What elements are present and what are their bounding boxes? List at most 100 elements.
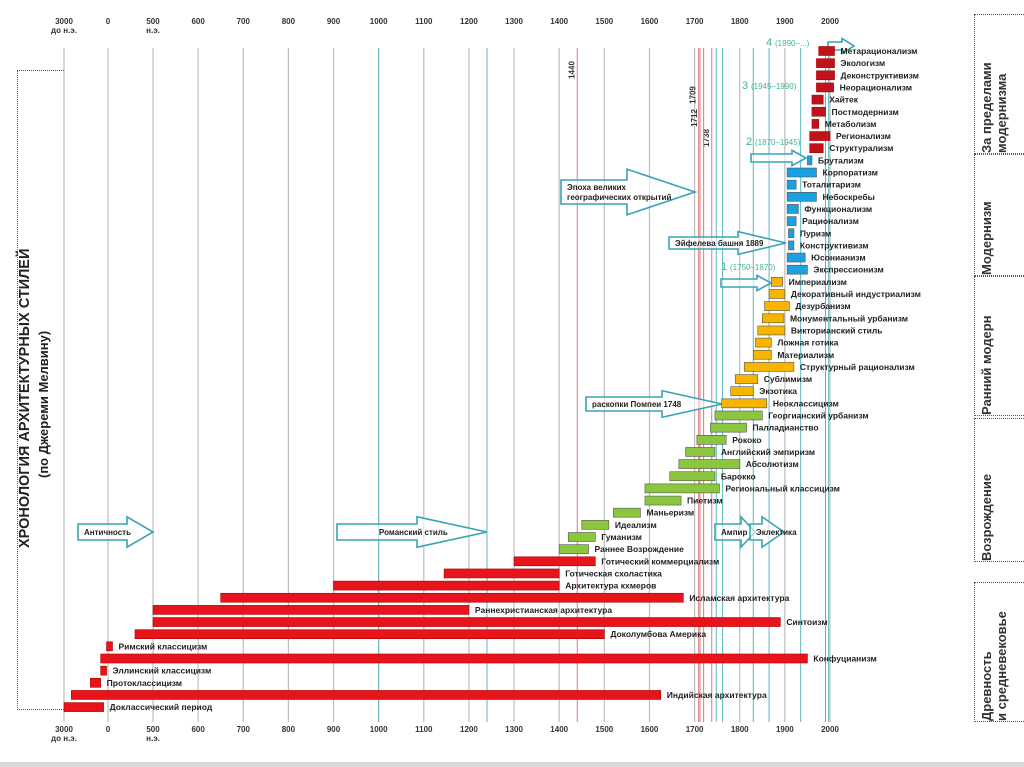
style-label: Декоративный индустриализм (791, 289, 921, 299)
x-tick-label: 1000 (370, 17, 388, 26)
style-label: Пуризм (800, 228, 831, 238)
style-bar (786, 252, 806, 263)
period-beyond-modernism: За пределами модернизма (974, 14, 1024, 154)
x-tick-label: 600 (191, 725, 205, 734)
x-tick-label: 800 (282, 17, 296, 26)
style-label: Регионализм (836, 131, 891, 141)
style-label: Эллинский классицизм (113, 666, 212, 676)
grid-lines (63, 48, 831, 722)
style-bar (788, 228, 795, 239)
style-label: Ложная готика (777, 338, 838, 348)
style-label: Метаболизм (825, 119, 877, 129)
style-bar (809, 131, 831, 141)
style-label: Палладианство (753, 423, 819, 433)
style-label: Исламская архитектура (689, 593, 789, 603)
style-label: Постмодернизм (831, 107, 898, 117)
x-tick-label: 1700 (686, 17, 704, 26)
style-label: Римский классицизм (119, 641, 208, 651)
style-bar (63, 702, 104, 712)
style-bar (613, 507, 641, 518)
annotation-arrow (585, 389, 723, 419)
style-bar (816, 82, 834, 93)
annotation-arrow (668, 230, 787, 256)
style-bar (768, 289, 786, 299)
style-label: Конструктивизм (800, 240, 869, 250)
style-bar (152, 617, 781, 627)
era-range: (1945–1990) (751, 82, 797, 91)
style-label: Империализм (789, 277, 847, 287)
era-number: 3 (742, 80, 748, 92)
style-label: Викторианский стиль (791, 325, 883, 335)
period-label-line: модернизма (994, 73, 1009, 153)
style-label: Небоскребы (822, 192, 874, 202)
marker-label: 1709 (689, 86, 698, 104)
style-label: Хайтек (829, 95, 859, 105)
period-label-line: Ранний модерн (979, 315, 994, 415)
style-label: Деконструктивизм (841, 70, 919, 80)
x-tick-label: до н.э. (51, 734, 77, 743)
era-number: 2 (746, 136, 752, 148)
style-bar (696, 434, 727, 445)
x-tick-label: 1900 (776, 725, 794, 734)
style-bar (100, 653, 808, 664)
x-tick-label: н.э. (146, 734, 160, 743)
period-label-line: и средневековье (994, 611, 1009, 721)
style-label: Архитектура кхмеров (565, 581, 656, 591)
era-number: 1 (721, 261, 727, 273)
x-tick-label: 1400 (550, 725, 568, 734)
style-bar (786, 216, 797, 226)
chart-subtitle: (по Джереми Мелвину) (36, 330, 51, 478)
arrow-label: Эклектика (756, 528, 797, 537)
style-label: Конфуцианизм (813, 654, 876, 664)
style-bar (106, 641, 113, 652)
style-bar (100, 665, 107, 676)
style-label: Пиетизм (687, 496, 723, 506)
annotation-arrows: Античность Романский стиль Эпоха великихге… (77, 36, 856, 550)
x-tick-label: 500 (146, 17, 160, 26)
x-tick-label: 1300 (505, 725, 523, 734)
style-bar (755, 337, 772, 348)
period-renaissance: Возрождение (974, 418, 1024, 562)
x-tick-label: 0 (106, 17, 111, 26)
arrow-label: географических открытий (567, 193, 671, 202)
style-label: Тоталитаризм (802, 180, 861, 190)
arrow-label: Эйфелева башня 1889 (675, 239, 764, 248)
x-tick-label: 900 (327, 17, 341, 26)
era-number: 4 (766, 37, 772, 49)
style-bar (71, 690, 662, 700)
style-bar (757, 325, 786, 336)
style-bar (90, 677, 101, 688)
marker-label: 1738 (702, 129, 711, 147)
style-bar (816, 58, 835, 68)
style-bar (734, 374, 759, 384)
chart-title: ХРОНОЛОГИЯ АРХИТЕКТУРНЫХ СТИЛЕЙ (17, 248, 33, 548)
style-bar (152, 605, 470, 615)
style-bar (786, 179, 797, 190)
arrow-label: Ампир (721, 528, 747, 537)
era-range: (1990–...) (775, 39, 810, 48)
period-modernism: Модернизм (974, 154, 1024, 276)
style-label: Английский эмпиризм (721, 447, 815, 457)
style-bars: Метарационализм Экологизм Деконструктивизм… (63, 46, 921, 712)
style-label: Доколумбова Америка (610, 629, 706, 639)
style-bar (721, 398, 768, 409)
style-label: Экологизм (841, 58, 886, 68)
style-label: Готический коммерциализм (601, 556, 719, 566)
style-label: Неорационализм (840, 82, 912, 92)
style-label: Корпоратизм (822, 168, 878, 178)
style-bar (669, 471, 716, 482)
arrow-label: Романский стиль (379, 528, 448, 537)
x-tick-label: 1800 (731, 725, 749, 734)
style-label: Синтоизм (786, 617, 827, 627)
style-label: Абсолютизм (746, 459, 799, 469)
x-tick-label: 1600 (641, 725, 659, 734)
style-bar (786, 264, 808, 275)
x-tick-label: 1200 (460, 725, 478, 734)
x-tick-label: 1500 (595, 725, 613, 734)
style-bar (333, 580, 560, 591)
style-bar (811, 106, 826, 117)
period-label-line: За пределами (979, 62, 994, 153)
style-bar (644, 495, 682, 506)
style-label: Раннехристианская архитектура (475, 605, 612, 615)
